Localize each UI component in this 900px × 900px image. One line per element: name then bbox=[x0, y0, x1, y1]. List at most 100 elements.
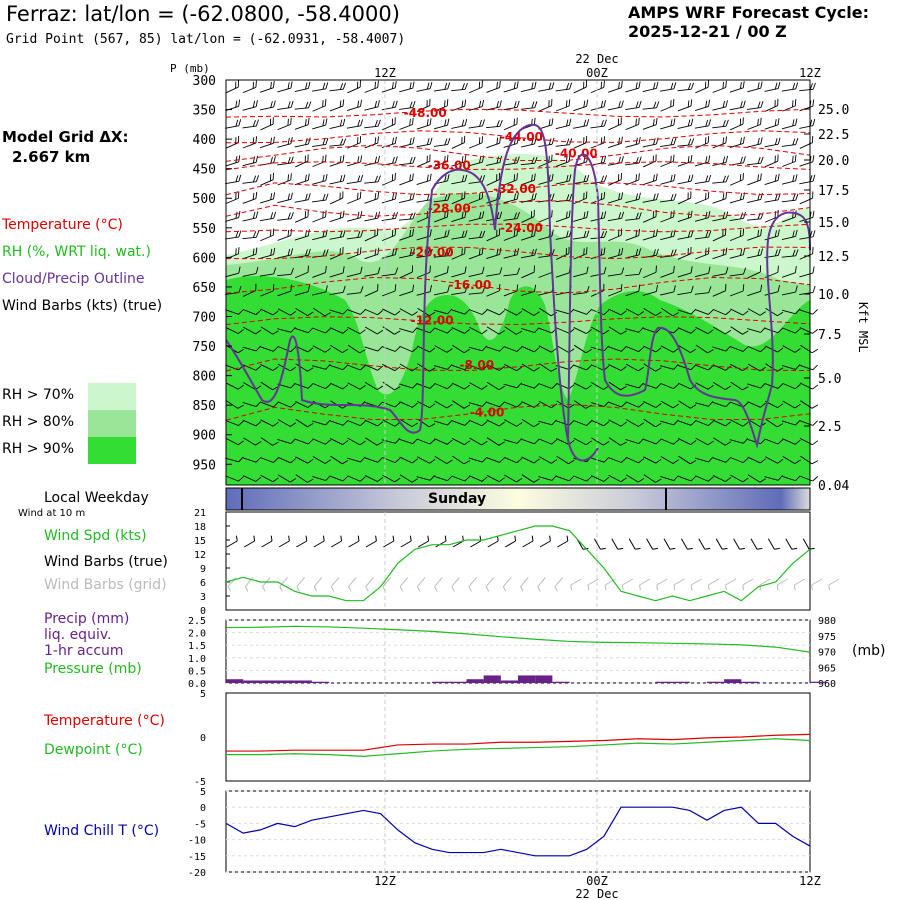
upper-wind-barb bbox=[521, 456, 540, 464]
barb-shaft bbox=[625, 143, 640, 148]
surface-wind-barb bbox=[452, 535, 464, 548]
precip-bar bbox=[260, 680, 278, 683]
upper-wind-barb bbox=[468, 309, 488, 315]
upper-wind-barb bbox=[556, 455, 575, 465]
pressure-tick-label: 980 bbox=[818, 616, 836, 627]
barb-flag bbox=[586, 210, 589, 218]
barb-flag bbox=[725, 211, 729, 219]
barb-flag bbox=[446, 266, 449, 273]
barb-shaft bbox=[782, 272, 796, 278]
upper-wind-barb bbox=[573, 309, 592, 315]
barb-shaft bbox=[398, 162, 414, 166]
upper-wind-barb bbox=[417, 456, 436, 464]
barb-shaft bbox=[573, 475, 587, 482]
barb-shaft bbox=[725, 578, 737, 586]
upper-wind-barb bbox=[747, 284, 763, 297]
barb-flag bbox=[359, 385, 366, 390]
barb-shaft bbox=[277, 162, 292, 166]
barb-shaft bbox=[781, 291, 796, 296]
barb-flag bbox=[516, 192, 519, 200]
barb-flag bbox=[499, 247, 502, 255]
upper-wind-barb bbox=[747, 327, 766, 333]
barb-flag bbox=[690, 266, 693, 274]
barb-flag bbox=[672, 312, 679, 317]
barb-shaft bbox=[694, 457, 709, 463]
barb-flag bbox=[447, 118, 450, 126]
barb-shaft bbox=[747, 308, 761, 316]
barb-flag bbox=[377, 155, 381, 163]
barb-shaft bbox=[712, 382, 726, 390]
upper-wind-barb bbox=[573, 382, 592, 390]
upper-wind-barb bbox=[329, 364, 349, 371]
upper-wind-barb bbox=[799, 309, 818, 315]
barb-flag bbox=[324, 459, 331, 464]
barb-flag-2 bbox=[374, 100, 377, 108]
barb-flag-2 bbox=[392, 193, 395, 200]
barb-shaft bbox=[625, 456, 639, 464]
upper-wind-barb bbox=[225, 80, 239, 94]
precip-bar bbox=[672, 681, 690, 683]
barb-shaft bbox=[486, 142, 500, 149]
upper-wind-barb bbox=[225, 475, 244, 482]
model-grid-label: Model Grid ΔX: bbox=[2, 128, 129, 146]
upper-wind-barb bbox=[451, 285, 468, 296]
barb-flag bbox=[811, 584, 813, 591]
upper-wind-barb bbox=[486, 401, 505, 408]
barb-flag bbox=[516, 458, 523, 464]
barb-flag bbox=[777, 459, 784, 464]
barb-shaft bbox=[243, 382, 256, 390]
wind-tick-label: 21 bbox=[194, 508, 206, 519]
barb-shaft bbox=[608, 234, 622, 242]
upper-wind-barb bbox=[242, 100, 258, 111]
grid-wind-barb bbox=[587, 578, 599, 591]
barb-shaft bbox=[712, 253, 726, 260]
barb-shaft bbox=[781, 199, 796, 203]
upper-wind-barb bbox=[677, 174, 694, 185]
barb-shaft bbox=[677, 161, 692, 167]
barb-flag bbox=[325, 265, 327, 273]
barb-flag-2 bbox=[392, 248, 395, 256]
barb-shaft bbox=[799, 309, 813, 315]
barb-shaft bbox=[591, 382, 604, 390]
barb-shaft bbox=[313, 577, 323, 587]
barb-shaft bbox=[747, 179, 761, 186]
p-axis-title: P (mb) bbox=[170, 62, 210, 75]
barb-flag-2 bbox=[670, 138, 674, 146]
barb-flag bbox=[673, 174, 676, 181]
barb-shaft bbox=[729, 106, 744, 111]
barb-shaft bbox=[573, 125, 587, 129]
upper-wind-barb bbox=[765, 307, 784, 317]
upper-wind-barb bbox=[381, 267, 399, 277]
upper-wind-barb bbox=[225, 309, 244, 315]
barb-shaft bbox=[242, 198, 257, 204]
upper-wind-barb bbox=[260, 228, 275, 242]
barb-shaft bbox=[486, 179, 500, 186]
precip-bar bbox=[432, 681, 450, 683]
upper-wind-barb bbox=[712, 457, 731, 463]
upper-wind-barb bbox=[799, 364, 818, 371]
upper-wind-barb bbox=[277, 401, 297, 408]
barb-shaft bbox=[364, 217, 379, 222]
barb-flag bbox=[395, 156, 398, 163]
barb-shaft bbox=[329, 291, 344, 296]
barb-shaft bbox=[260, 87, 274, 93]
barb-shaft bbox=[660, 199, 674, 203]
upper-wind-barb bbox=[694, 211, 711, 222]
barb-flag-2 bbox=[740, 156, 743, 164]
barb-flag bbox=[742, 584, 745, 591]
upper-wind-barb bbox=[260, 474, 279, 483]
upper-wind-barb bbox=[730, 326, 749, 335]
barb-flag bbox=[429, 347, 436, 353]
barb-flag bbox=[533, 173, 536, 181]
upper-wind-barb bbox=[469, 475, 488, 482]
upper-wind-barb bbox=[712, 211, 729, 222]
barb-flag bbox=[759, 478, 766, 483]
barb-flag-2 bbox=[305, 138, 308, 145]
upper-wind-barb bbox=[242, 419, 262, 427]
barb-shaft bbox=[417, 418, 430, 428]
barb-flag bbox=[499, 267, 503, 274]
barb-flag-2 bbox=[374, 212, 378, 219]
barb-shaft bbox=[781, 144, 796, 147]
barb-flag-2 bbox=[774, 249, 778, 257]
barb-flag-2 bbox=[792, 194, 796, 201]
